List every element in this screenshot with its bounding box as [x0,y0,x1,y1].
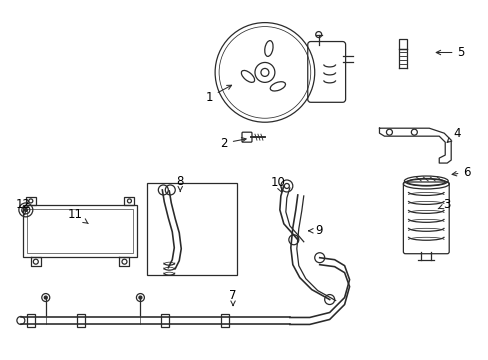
Text: 4: 4 [446,127,460,143]
Text: 11: 11 [68,208,88,224]
Text: 2: 2 [220,137,245,150]
Text: 10: 10 [270,176,285,192]
Bar [147,183,237,275]
Text: 9: 9 [308,224,322,237]
Text: 5: 5 [435,46,464,59]
Bar [27,315,35,328]
Text: 1: 1 [205,85,231,104]
Text: 6: 6 [451,166,470,179]
Bar [77,315,84,328]
Text: 8: 8 [176,175,183,192]
Bar [161,315,169,328]
Text: 12: 12 [15,198,30,215]
Text: 3: 3 [437,198,450,211]
Circle shape [24,208,27,211]
Bar [26,197,36,205]
Text: 7: 7 [229,289,236,305]
Bar [221,315,228,328]
Circle shape [139,296,142,299]
Bar [124,197,134,205]
Bar [399,39,407,49]
Bar [27,209,133,253]
Circle shape [44,296,47,299]
Bar [23,205,137,257]
